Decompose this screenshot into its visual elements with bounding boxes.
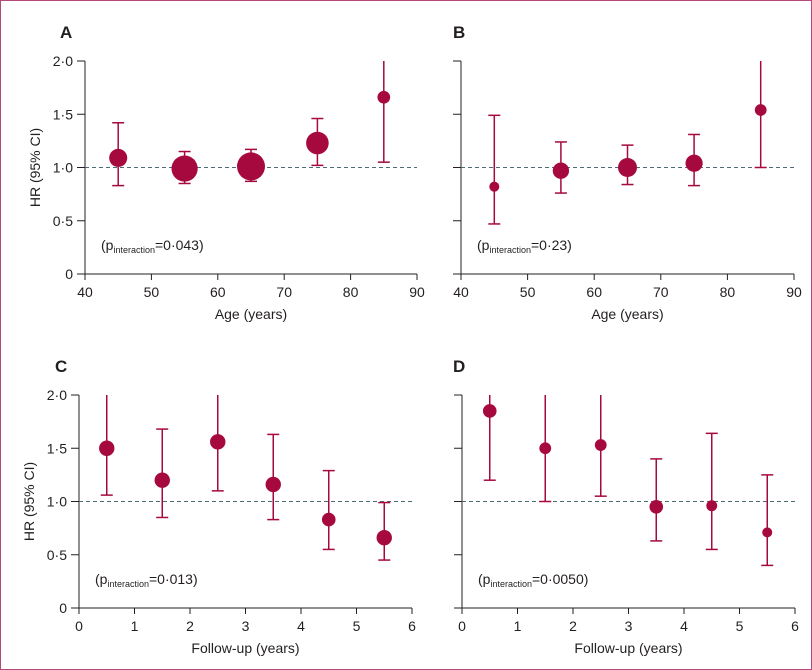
panel-a-x-axis-title: Age (years) <box>215 306 287 322</box>
panel-d-p-interaction: (pinteraction=0·0050) <box>478 571 588 589</box>
panel-b-x-tick-label: 40 <box>453 284 469 300</box>
panel-c-point-marker <box>154 472 170 488</box>
panel-c-p-interaction: (pinteraction=0·013) <box>95 571 198 589</box>
panel-b-x-tick-label: 90 <box>786 284 802 300</box>
panel-b-data-point <box>754 61 767 169</box>
panel-c-point-marker <box>321 512 336 527</box>
panel-a-point-marker <box>171 155 198 182</box>
panel-b-point-marker <box>754 104 767 116</box>
panel-a-x-tick-label: 80 <box>343 284 359 300</box>
panel-c-x-axis-title: Follow-up (years) <box>191 640 299 656</box>
panel-d-x-tick-label: 3 <box>625 618 633 634</box>
panel-a-y-tick-label: 0 <box>65 266 73 282</box>
panel-a-x-tick-label: 40 <box>77 284 93 300</box>
panel-c-y-tick-label: 0·5 <box>47 547 67 563</box>
panel-c-x-tick-label: 0 <box>75 618 83 634</box>
panel-b-data-point <box>685 133 703 187</box>
panel-c-y-tick-label: 2·0 <box>47 387 67 403</box>
panel-c-y-axis-title: HR (95% CI) <box>21 462 37 541</box>
panel-c-x-tick-label: 6 <box>408 618 416 634</box>
panel-b-x-tick-label: 80 <box>720 284 736 300</box>
panel-a-letter: A <box>60 23 72 42</box>
panel-a-data-point <box>237 148 265 183</box>
panel-c-point-marker <box>210 434 226 450</box>
panel-a-data-point <box>377 61 391 163</box>
panel-b-point-marker <box>489 181 500 192</box>
panel-b-point-marker <box>552 162 570 179</box>
panel-a-point-marker <box>109 148 128 167</box>
panel-c-x-tick-label: 2 <box>186 618 194 634</box>
panel-b-data-point <box>552 141 570 194</box>
panel-c-data-point <box>210 395 226 492</box>
panel-d-point-marker <box>539 442 552 455</box>
panel-c-x-tick-label: 5 <box>353 618 361 634</box>
panel-d-x-tick-label: 4 <box>680 618 688 634</box>
panel-d-letter: D <box>453 357 465 376</box>
panel-d-point-marker <box>482 404 497 418</box>
panel-b-point-marker <box>685 154 703 172</box>
panel-c-x-tick-label: 4 <box>297 618 305 634</box>
panel-b-p-interaction: (pinteraction=0·23) <box>477 237 572 255</box>
panel-b-x-tick-label: 60 <box>586 284 602 300</box>
panel-c-data-point <box>376 501 392 561</box>
panel-d-x-axis-title: Follow-up (years) <box>574 640 682 656</box>
panel-a-y-tick-label: 1·0 <box>53 160 73 176</box>
panel-a-p-interaction: (pinteraction=0·043) <box>101 237 204 255</box>
panel-d-x-tick-label: 6 <box>791 618 799 634</box>
panel-c-data-point <box>321 469 336 551</box>
panel-b-x-tick-label: 50 <box>520 284 536 300</box>
panel-c-x-tick-label: 1 <box>131 618 139 634</box>
panel-d-point-marker <box>762 527 773 538</box>
panel-d-x-tick-label: 1 <box>514 618 522 634</box>
panel-c-y-tick-label: 0 <box>59 600 67 616</box>
panel-c-y-tick-label: 1·0 <box>47 494 67 510</box>
panel-b-data-point <box>488 114 501 225</box>
panel-a-y-tick-label: 2·0 <box>53 53 73 69</box>
panel-d-point-marker <box>649 500 664 514</box>
panel-b: B 40 50 60 70 80 90 Age (years) (pinteraction=0·… <box>453 23 802 322</box>
panel-a-data-point <box>306 117 329 167</box>
panel-c-data-point <box>154 428 170 519</box>
panel-a-data-point <box>171 150 198 185</box>
panel-c-data-point <box>99 395 115 496</box>
panel-a-y-tick-label: 1·5 <box>53 106 73 122</box>
panel-d-point-marker <box>706 500 718 512</box>
panel-a-point-marker <box>377 90 391 104</box>
panel-d: D 0 1 2 3 4 5 6 Follow-up (years) (pinteraction=0… <box>453 357 799 656</box>
panel-d-data-point <box>594 395 607 497</box>
panel-d-point-marker <box>594 439 607 451</box>
panel-a-x-tick-label: 50 <box>144 284 160 300</box>
panel-a-x-tick-label: 70 <box>276 284 292 300</box>
panel-c-y-tick-label: 1·5 <box>47 440 67 456</box>
panel-d-data-point <box>705 432 718 551</box>
panel-b-x-tick-label: 70 <box>653 284 669 300</box>
panel-a-y-axis-title: HR (95% CI) <box>27 128 43 207</box>
panel-a-y-tick-label: 0·5 <box>53 213 73 229</box>
panel-b-data-point <box>618 144 637 186</box>
panel-a-x-tick-label: 90 <box>409 284 425 300</box>
panel-d-data-point <box>539 395 552 503</box>
panel-d-data-point <box>649 458 664 542</box>
panel-c-x-tick-label: 3 <box>242 618 250 634</box>
panel-a: A 0 0·5 1·0 1·5 2·0 40 50 60 70 80 90 Age (years) HR … <box>27 23 425 322</box>
panel-a-data-point <box>109 122 128 187</box>
panel-c-point-marker <box>99 440 115 456</box>
panel-c-point-marker <box>265 476 281 493</box>
panel-c: C 0 0·5 1·0 1·5 2·0 0 1 2 3 4 5 6 Follow-up (years) HR… <box>21 357 416 656</box>
panel-d-x-tick-label: 0 <box>458 618 466 634</box>
panel-b-letter: B <box>453 23 465 42</box>
panel-d-data-point <box>482 395 497 481</box>
panel-b-x-axis-title: Age (years) <box>591 306 663 322</box>
panel-d-data-point <box>761 474 774 567</box>
panel-d-x-tick-label: 2 <box>569 618 577 634</box>
panel-a-x-tick-label: 60 <box>210 284 226 300</box>
panel-a-point-marker <box>306 131 329 155</box>
panel-c-letter: C <box>55 357 67 376</box>
panel-c-data-point <box>265 433 281 521</box>
panel-c-point-marker <box>376 530 392 546</box>
panel-b-point-marker <box>618 158 637 177</box>
panel-a-point-marker <box>237 152 265 181</box>
panel-d-x-tick-label: 5 <box>736 618 744 634</box>
